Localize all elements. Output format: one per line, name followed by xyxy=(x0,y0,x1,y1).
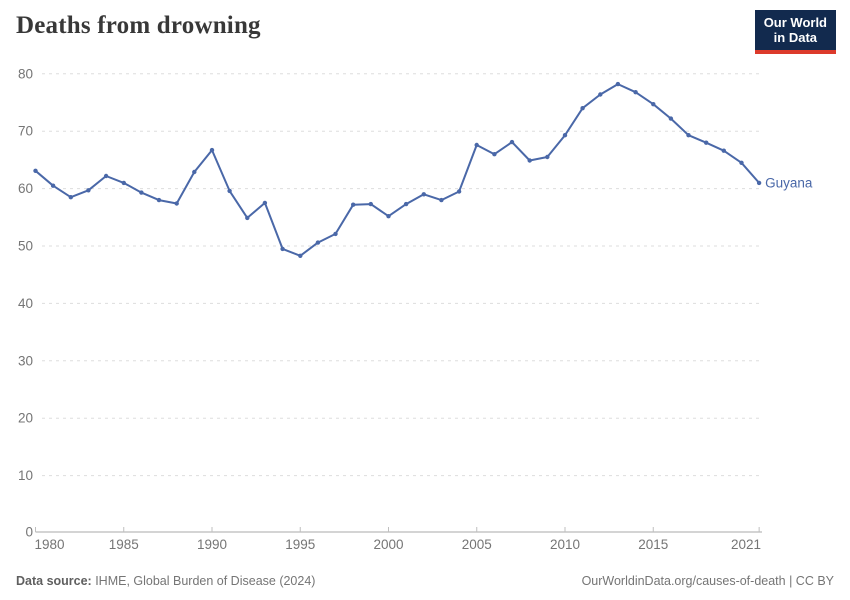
data-source: Data source: IHME, Global Burden of Dise… xyxy=(16,574,315,588)
data-point-2015[interactable] xyxy=(651,102,656,107)
data-point-2010[interactable] xyxy=(562,133,568,138)
footer-citation-link[interactable]: OurWorldinData.org/causes-of-death | CC … xyxy=(581,574,834,588)
x-tick-label-1985: 1985 xyxy=(109,537,139,552)
entity-label[interactable]: Guyana xyxy=(765,175,813,190)
data-point-2014[interactable] xyxy=(633,90,638,95)
series-line-guyana[interactable] xyxy=(34,83,761,257)
y-tick-label-0: 0 xyxy=(25,525,33,540)
x-tick-label-2010: 2010 xyxy=(550,537,580,552)
chart-title: Deaths from drowning xyxy=(16,12,261,39)
data-point-2016[interactable] xyxy=(668,116,674,121)
data-point-1983[interactable] xyxy=(86,188,91,193)
data-point-1984[interactable] xyxy=(103,173,109,179)
data-point-2011[interactable] xyxy=(580,106,585,111)
data-point-2019[interactable] xyxy=(721,148,726,153)
data-point-2018[interactable] xyxy=(704,140,709,145)
data-point-1994[interactable] xyxy=(280,246,285,252)
data-point-2000[interactable] xyxy=(386,214,391,219)
data-point-1993[interactable] xyxy=(262,200,268,206)
data-point-1989[interactable] xyxy=(192,169,197,175)
chart-footer: Data source: IHME, Global Burden of Dise… xyxy=(16,574,834,588)
y-tick-label-40: 40 xyxy=(18,296,33,311)
data-point-1999[interactable] xyxy=(368,201,373,207)
x-tick-label-1980: 1980 xyxy=(35,537,65,552)
data-point-1992[interactable] xyxy=(245,215,250,221)
x-tick-label-1990: 1990 xyxy=(197,537,227,552)
data-point-1996[interactable] xyxy=(315,240,321,245)
x-tick-label-2015: 2015 xyxy=(638,537,668,552)
owid-logo-line1: Our World xyxy=(763,15,827,30)
data-point-1991[interactable] xyxy=(227,188,232,194)
data-point-2013[interactable] xyxy=(615,81,621,87)
data-point-2007[interactable] xyxy=(509,139,515,145)
data-point-2003[interactable] xyxy=(439,197,444,203)
data-point-1980[interactable] xyxy=(33,168,38,173)
data-source-label: Data source: xyxy=(16,574,92,588)
data-point-1988[interactable] xyxy=(174,201,179,206)
y-tick-label-10: 10 xyxy=(18,468,33,483)
owid-logo[interactable]: Our World in Data xyxy=(754,10,836,54)
data-point-1995[interactable] xyxy=(298,253,303,258)
y-tick-label-30: 30 xyxy=(18,353,33,368)
data-point-1982[interactable] xyxy=(68,195,74,200)
y-tick-label-50: 50 xyxy=(18,239,33,254)
data-source-text: IHME, Global Burden of Disease (2024) xyxy=(91,574,316,588)
data-point-1985[interactable] xyxy=(121,180,127,186)
data-point-2017[interactable] xyxy=(686,133,691,138)
y-tick-label-20: 20 xyxy=(18,411,33,426)
data-point-1997[interactable] xyxy=(333,231,338,237)
data-point-2002[interactable] xyxy=(421,192,426,197)
data-point-2009[interactable] xyxy=(545,154,550,160)
y-tick-label-70: 70 xyxy=(18,124,33,139)
data-point-2005[interactable] xyxy=(474,142,479,148)
data-point-1986[interactable] xyxy=(139,190,144,195)
data-point-2006[interactable] xyxy=(492,152,497,157)
x-tick-label-2005: 2005 xyxy=(462,537,492,552)
data-point-1990[interactable] xyxy=(209,147,215,153)
data-point-2008[interactable] xyxy=(527,158,532,163)
x-tick-label-1995: 1995 xyxy=(285,537,315,552)
data-point-2004[interactable] xyxy=(456,189,462,194)
data-point-2020[interactable] xyxy=(739,160,744,165)
y-tick-label-80: 80 xyxy=(18,66,33,81)
y-tick-label-60: 60 xyxy=(18,181,33,196)
owid-logo-line2: in Data xyxy=(773,30,818,46)
data-point-2012[interactable] xyxy=(598,92,603,97)
x-tick-label-2000: 2000 xyxy=(373,537,403,552)
x-tick-label-2021: 2021 xyxy=(731,537,761,552)
data-point-2021[interactable] xyxy=(756,180,762,186)
data-point-1987[interactable] xyxy=(156,197,162,203)
data-point-1998[interactable] xyxy=(351,202,356,207)
data-point-1981[interactable] xyxy=(50,183,56,188)
data-point-2001[interactable] xyxy=(403,201,409,207)
